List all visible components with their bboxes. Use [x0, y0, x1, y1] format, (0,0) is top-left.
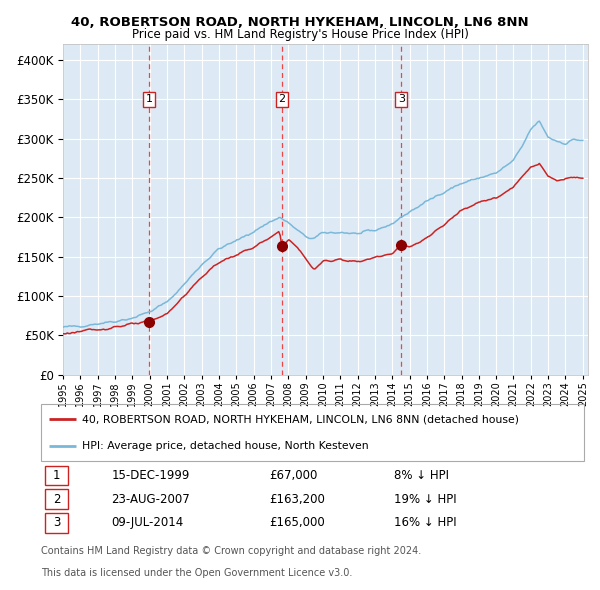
Text: 40, ROBERTSON ROAD, NORTH HYKEHAM, LINCOLN, LN6 8NN (detached house): 40, ROBERTSON ROAD, NORTH HYKEHAM, LINCO…	[82, 414, 518, 424]
Text: 19% ↓ HPI: 19% ↓ HPI	[394, 493, 457, 506]
Text: 16% ↓ HPI: 16% ↓ HPI	[394, 516, 457, 529]
Text: £67,000: £67,000	[269, 469, 317, 482]
Text: HPI: Average price, detached house, North Kesteven: HPI: Average price, detached house, Nort…	[82, 441, 368, 451]
Text: 8% ↓ HPI: 8% ↓ HPI	[394, 469, 449, 482]
Text: £163,200: £163,200	[269, 493, 325, 506]
Text: 3: 3	[398, 94, 405, 104]
Text: 2: 2	[278, 94, 286, 104]
FancyBboxPatch shape	[45, 489, 68, 509]
Text: Contains HM Land Registry data © Crown copyright and database right 2024.: Contains HM Land Registry data © Crown c…	[41, 546, 421, 556]
Text: This data is licensed under the Open Government Licence v3.0.: This data is licensed under the Open Gov…	[41, 568, 352, 578]
Text: 09-JUL-2014: 09-JUL-2014	[112, 516, 184, 529]
FancyBboxPatch shape	[45, 466, 68, 486]
Text: 1: 1	[145, 94, 152, 104]
Text: 3: 3	[53, 516, 60, 529]
Text: 1: 1	[53, 469, 60, 482]
Text: 23-AUG-2007: 23-AUG-2007	[112, 493, 190, 506]
FancyBboxPatch shape	[45, 513, 68, 533]
Text: 2: 2	[53, 493, 60, 506]
Text: 15-DEC-1999: 15-DEC-1999	[112, 469, 190, 482]
Text: 40, ROBERTSON ROAD, NORTH HYKEHAM, LINCOLN, LN6 8NN: 40, ROBERTSON ROAD, NORTH HYKEHAM, LINCO…	[71, 16, 529, 29]
Text: £165,000: £165,000	[269, 516, 325, 529]
Text: Price paid vs. HM Land Registry's House Price Index (HPI): Price paid vs. HM Land Registry's House …	[131, 28, 469, 41]
